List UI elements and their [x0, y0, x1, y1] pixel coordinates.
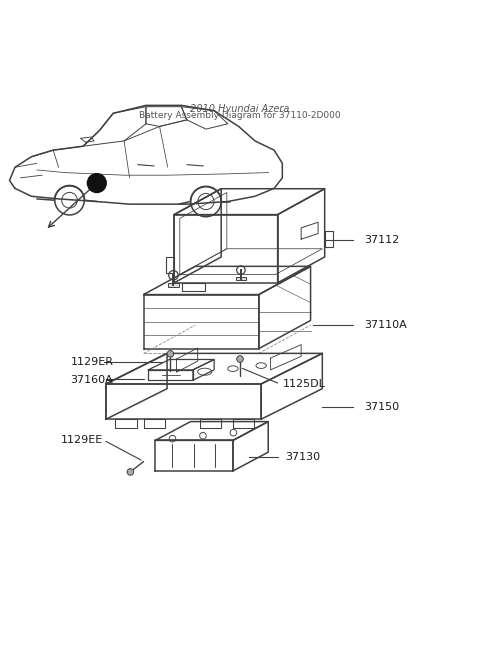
Text: 1129EE: 1129EE	[61, 436, 104, 445]
Ellipse shape	[256, 363, 266, 368]
Text: 1125DL: 1125DL	[282, 379, 325, 389]
Text: 1129ER: 1129ER	[71, 358, 114, 367]
Circle shape	[167, 350, 174, 357]
Text: 37112: 37112	[365, 236, 400, 246]
Text: 37150: 37150	[365, 402, 400, 413]
Text: 2010 Hyundai Azera: 2010 Hyundai Azera	[190, 104, 290, 114]
Text: 37110A: 37110A	[365, 320, 408, 330]
FancyBboxPatch shape	[168, 283, 179, 287]
Ellipse shape	[198, 368, 212, 375]
Text: 37160A: 37160A	[71, 375, 113, 385]
Text: 37130: 37130	[285, 452, 320, 462]
FancyBboxPatch shape	[236, 276, 246, 280]
Ellipse shape	[228, 366, 238, 371]
Text: Battery Assembly Diagram for 37110-2D000: Battery Assembly Diagram for 37110-2D000	[139, 111, 341, 120]
Circle shape	[237, 356, 243, 362]
Circle shape	[87, 174, 106, 193]
Circle shape	[127, 468, 134, 476]
